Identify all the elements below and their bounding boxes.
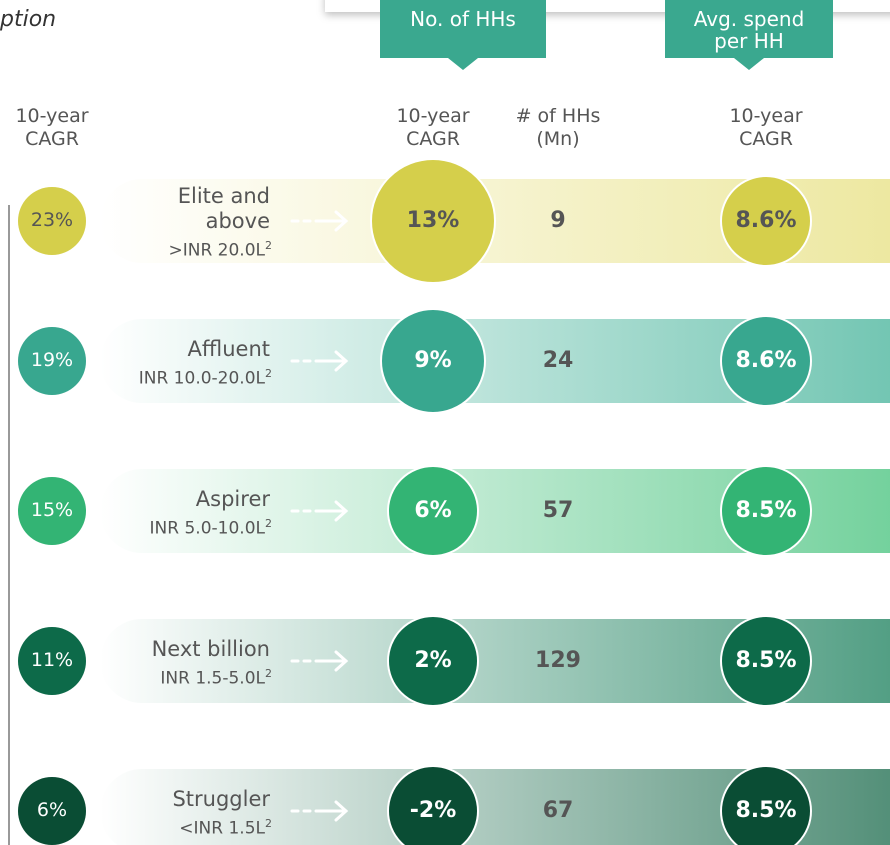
range-text: INR 1.5-5.0L xyxy=(160,668,265,689)
hh-circle xyxy=(387,615,479,707)
column-label: 10-year CAGR xyxy=(729,105,803,150)
footnote: 2 xyxy=(265,816,272,830)
segment-range: INR 5.0-10.0L2 xyxy=(72,514,272,539)
hh-circle xyxy=(380,308,486,414)
hh-cagr: 6% xyxy=(414,498,452,523)
caption: ption xyxy=(0,7,57,32)
spend-circle xyxy=(720,175,812,267)
hh-count: 9 xyxy=(550,208,566,233)
hh-cagr: 13% xyxy=(406,208,460,233)
column-label: 10-year CAGR xyxy=(15,105,89,150)
spend-cagr: 8.5% xyxy=(735,798,797,823)
header: Avg. spend per HH xyxy=(693,7,805,53)
arrow xyxy=(290,210,349,232)
spend-cagr: 8.5% xyxy=(735,498,797,523)
arrow xyxy=(290,800,349,822)
arrow xyxy=(290,500,349,522)
hh-count: 67 xyxy=(542,798,574,823)
spend-circle xyxy=(720,315,812,407)
header-box xyxy=(665,0,833,70)
segment-range: INR 10.0-20.0L2 xyxy=(72,364,272,389)
hh-circle xyxy=(387,765,479,845)
segment-name: Aspirer xyxy=(195,486,270,511)
arrow xyxy=(290,650,349,672)
segment-range: >INR 20.0L2 xyxy=(72,236,272,261)
row-band xyxy=(100,769,890,845)
row-band xyxy=(100,469,890,553)
row-band xyxy=(100,319,890,403)
header: No. of HHs xyxy=(410,7,516,31)
spend-cagr: 8.5% xyxy=(735,648,797,673)
segment-circle xyxy=(18,627,86,695)
segment-circle xyxy=(18,327,86,395)
range-text: <INR 1.5L xyxy=(179,818,265,839)
segment-circle xyxy=(18,777,86,845)
hh-circle xyxy=(370,158,496,284)
spend-circle xyxy=(720,765,812,845)
hh-cagr: 2% xyxy=(414,648,452,673)
segment-cagr: 6% xyxy=(36,799,68,821)
hh-circle xyxy=(387,465,479,557)
footnote: 2 xyxy=(265,239,272,252)
footnote: 2 xyxy=(265,516,272,530)
row-band xyxy=(100,619,890,703)
range-text: INR 10.0-20.0L xyxy=(138,368,265,389)
segment-cagr: 23% xyxy=(30,209,74,231)
hh-cagr: 9% xyxy=(414,348,452,373)
hh-count: 129 xyxy=(535,648,581,673)
segment-circle xyxy=(18,477,86,545)
segment-name: Next billion xyxy=(151,636,270,661)
segment-cagr: 19% xyxy=(30,349,74,371)
column-label: 10-year CAGR xyxy=(396,105,470,150)
range-text: INR 5.0-10.0L xyxy=(149,518,265,539)
spend-cagr: 8.6% xyxy=(735,208,797,233)
spend-circle xyxy=(720,465,812,557)
segment-cagr: 15% xyxy=(30,499,74,521)
segment-cagr: 11% xyxy=(30,649,74,671)
segment-name: Elite and above xyxy=(177,184,270,233)
segment-circle xyxy=(18,187,86,255)
hh-count: 57 xyxy=(542,498,574,523)
spend-cagr: 8.6% xyxy=(735,348,797,373)
hh-count: 24 xyxy=(542,348,574,373)
footnote: 2 xyxy=(265,666,272,680)
footnote: 2 xyxy=(265,366,272,380)
range-text: >INR 20.0L xyxy=(168,240,265,261)
segment-range: <INR 1.5L2 xyxy=(72,814,272,839)
hh-cagr: -2% xyxy=(409,798,457,823)
segment-name: Struggler xyxy=(172,786,270,811)
segment-name: Affluent xyxy=(187,336,270,361)
arrow xyxy=(290,350,349,372)
column-label: # of HHs (Mn) xyxy=(515,105,601,150)
segment-range: INR 1.5-5.0L2 xyxy=(72,664,272,689)
header-box xyxy=(380,0,546,70)
spend-circle xyxy=(720,615,812,707)
